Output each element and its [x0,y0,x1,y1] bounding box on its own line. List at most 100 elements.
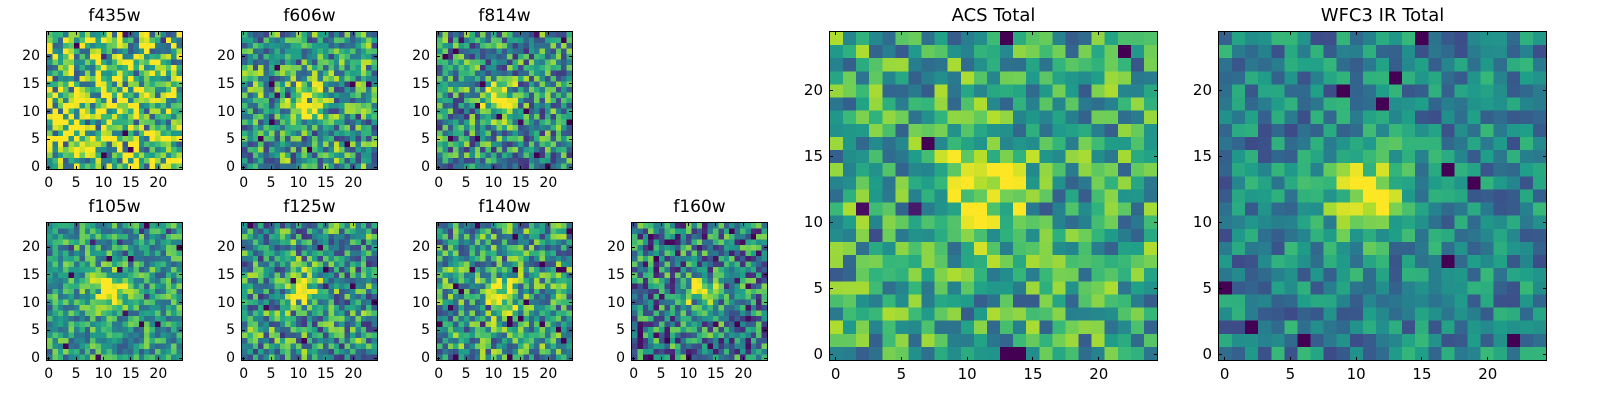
image-acs-total [829,31,1158,361]
x-tick-label: 5 [266,175,276,191]
panel-title: f814w [478,6,531,26]
y-tick-mark [1543,155,1547,157]
x-tick-mark [633,357,635,361]
y-tick-mark [569,138,573,140]
image-f606w [241,31,378,170]
panel-title: f435w [88,6,141,26]
x-tick-mark [547,31,549,35]
y-tick-label: 5 [421,131,430,148]
x-tick-mark [438,222,440,226]
x-tick-mark [438,357,440,361]
y-tick-mark [241,246,245,248]
x-tick-mark [1289,31,1291,35]
x-tick-mark [1032,357,1034,361]
panel-f160w: f160w 0 5 10 15 20 0 5 10 15 20 [607,199,768,381]
y-tick-mark [241,274,245,276]
panel-title: WFC3 IR Total [1320,5,1445,26]
x-tick-mark [660,357,662,361]
y-tick-mark [46,357,50,359]
x-tick-label: 15 [512,366,530,382]
panel-f606w: f606w 0 5 10 15 20 0 5 10 15 20 [217,8,378,190]
x-tick-mark [547,166,549,170]
panel-f140w: f140w 0 5 10 15 20 0 5 10 15 20 [412,199,573,381]
y-tick-label: 5 [31,322,40,339]
x-tick-mark [298,357,300,361]
y-tick-label: 10 [803,212,823,231]
y-tick-label: 0 [226,159,235,176]
x-tick-mark [1421,31,1423,35]
x-tick-mark [966,357,968,361]
x-tick-mark [243,31,245,35]
x-tick-label: 5 [656,366,666,382]
y-tick-mark [436,274,440,276]
x-tick-label: 10 [94,366,113,382]
y-tick-mark [829,221,833,223]
y-tick-mark [374,274,378,276]
panel-f814w: f814w 0 5 10 15 20 0 5 10 15 20 [412,8,573,190]
x-tick-mark [325,357,327,361]
x-tick-label: 20 [149,175,168,191]
x-tick-label: 20 [344,366,363,382]
x-tick-mark [130,357,132,361]
y-tick-mark [374,83,378,85]
y-tick-mark [46,138,50,140]
x-tick-mark [1355,31,1357,35]
y-tick-mark [1543,353,1547,355]
y-tick-mark [241,111,245,113]
x-tick-mark [1421,357,1423,361]
image-f160w [631,222,768,361]
x-tick-mark [48,31,50,35]
y-tick-mark [569,329,573,331]
x-tick-mark [493,166,495,170]
y-tick-label: 15 [22,75,40,92]
y-tick-mark [436,357,440,359]
y-tick-mark [569,83,573,85]
image-f105w [46,222,183,361]
y-tick-label: 0 [226,350,235,367]
y-tick-mark [764,357,768,359]
y-tick-mark [374,246,378,248]
x-tick-mark [715,357,717,361]
y-tick-label: 0 [616,350,625,367]
x-tick-label: 0 [44,366,54,382]
x-tick-mark [688,357,690,361]
x-tick-mark [835,357,837,361]
y-tick-label: 10 [607,294,625,311]
y-tick-label: 5 [813,278,823,297]
y-tick-mark [631,246,635,248]
panel-f125w: f125w 0 5 10 15 20 0 5 10 15 20 [217,199,378,381]
x-tick-mark [130,222,132,226]
y-tick-label: 0 [813,344,823,363]
x-tick-label: 20 [1089,365,1109,383]
y-tick-mark [179,357,183,359]
x-tick-mark [270,166,272,170]
x-tick-mark [520,31,522,35]
y-tick-mark [569,166,573,168]
x-tick-mark [243,357,245,361]
y-tick-label: 10 [217,103,235,120]
x-tick-mark [1487,357,1489,361]
x-tick-mark [742,222,744,226]
y-tick-mark [46,111,50,113]
y-tick-mark [374,111,378,113]
y-tick-mark [241,55,245,57]
x-tick-mark [1224,357,1226,361]
x-tick-mark [1289,357,1291,361]
y-tick-mark [241,357,245,359]
x-tick-mark [633,222,635,226]
x-tick-mark [547,357,549,361]
x-tick-mark [1032,31,1034,35]
x-tick-mark [493,357,495,361]
x-tick-label: 5 [71,175,81,191]
y-tick-label: 20 [217,48,235,65]
image-wfc3-ir-total [1218,31,1547,361]
y-tick-mark [764,329,768,331]
image-f125w [241,222,378,361]
y-tick-mark [374,302,378,304]
image-f435w [46,31,183,170]
y-tick-mark [179,111,183,113]
y-tick-mark [179,138,183,140]
y-tick-mark [569,357,573,359]
y-tick-label: 15 [803,146,823,165]
y-tick-mark [241,83,245,85]
